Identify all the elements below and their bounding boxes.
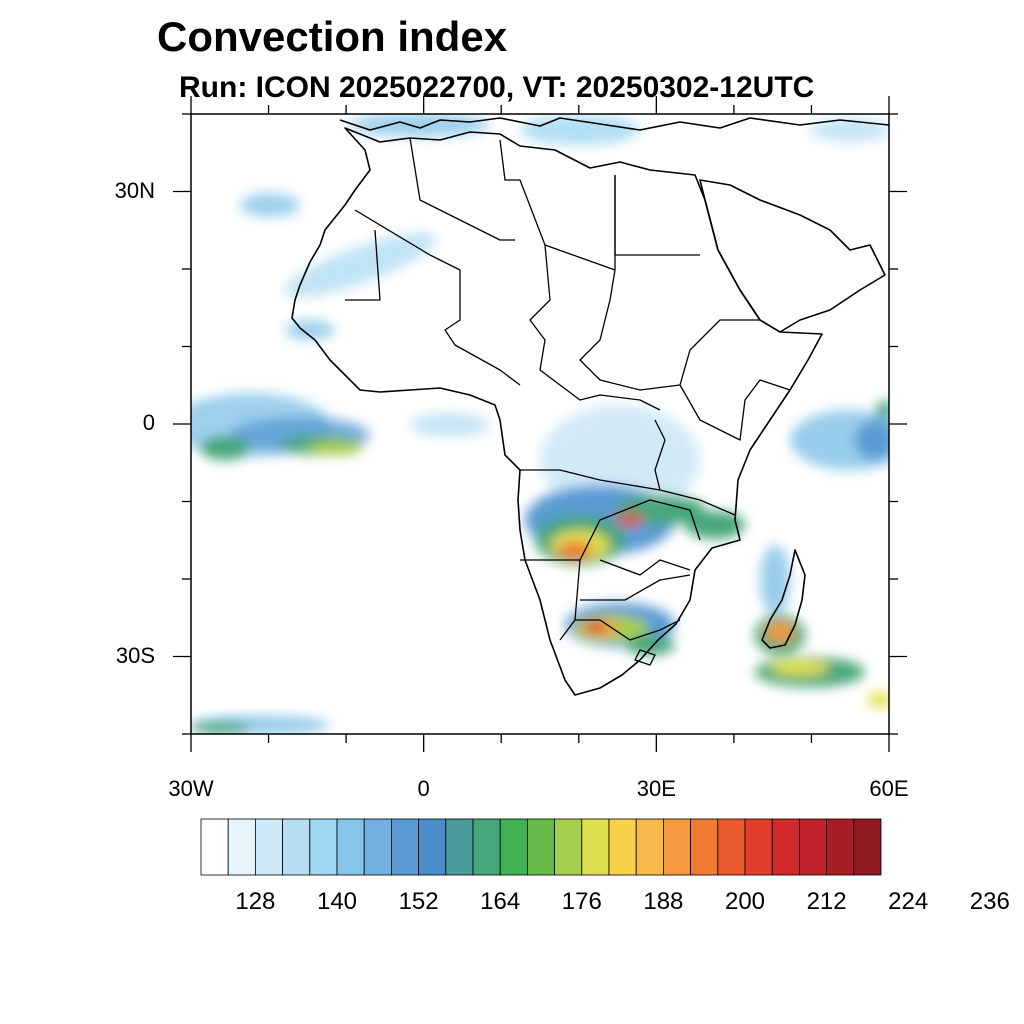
colorbar-label: 212 (806, 888, 847, 915)
colorbar-swatch (363, 818, 392, 876)
colorbar-swatch (499, 818, 528, 876)
convection-mediterranean (350, 114, 889, 145)
convection-indian-ocean (790, 400, 889, 470)
convection-south-atlantic (191, 715, 330, 734)
convection-southern-africa (565, 603, 675, 655)
axis-ticks (173, 96, 907, 752)
convection-central-africa (525, 405, 745, 565)
colorbar-swatch (771, 818, 800, 876)
colorbar-swatch (418, 818, 447, 876)
colorbar-swatch (635, 818, 664, 876)
colorbar-swatch (200, 818, 229, 876)
y-tick-label: 30S (115, 642, 155, 668)
arabian-peninsula (699, 179, 886, 333)
colorbar-swatch (799, 818, 828, 876)
colorbar-swatch (336, 818, 365, 876)
colorbar-swatch (853, 818, 882, 876)
colorbar-swatch (554, 818, 583, 876)
colorbar-swatch (826, 818, 855, 876)
y-tick-label: 30N (114, 177, 155, 203)
colorbar-swatch (390, 818, 419, 876)
colorbar-label: 236 (969, 888, 1010, 915)
convection-equatorial-atlantic (191, 393, 490, 460)
coastlines (291, 117, 889, 696)
convection-madagascar (755, 545, 889, 708)
colorbar-label: 164 (480, 888, 521, 915)
convection-sahara (240, 193, 436, 340)
convection-field (191, 114, 889, 734)
colorbar-swatch (690, 818, 719, 876)
country-borders (345, 137, 791, 666)
colorbar-swatch (227, 818, 256, 876)
colorbar-swatch (608, 818, 637, 876)
colorbar-swatch (662, 818, 691, 876)
colorbar (200, 818, 882, 876)
colorbar-label: 224 (888, 888, 929, 915)
chart-title: Convection index (157, 13, 508, 60)
colorbar-label: 176 (561, 888, 602, 915)
colorbar-label: 140 (316, 888, 358, 915)
colorbar-swatch (581, 818, 610, 876)
colorbar-swatch (472, 818, 501, 876)
colorbar-swatch (445, 818, 474, 876)
colorbar-swatch (526, 818, 555, 876)
x-tick-label: 60E (869, 776, 909, 801)
x-tick-label: 30W (168, 776, 214, 801)
colorbar-label: 200 (724, 888, 766, 915)
colorbar-swatch (282, 818, 311, 876)
colorbar-swatch (309, 818, 338, 876)
europe-coast (339, 117, 889, 131)
colorbar-label: 152 (398, 888, 439, 915)
madagascar (761, 549, 806, 649)
colorbar-swatch (717, 818, 746, 876)
y-tick-label: 0 (142, 410, 155, 435)
africa-coastline (291, 127, 823, 696)
chart-subtitle: Run: ICON 2025022700, VT: 20250302-12UTC (179, 71, 815, 104)
colorbar-label: 188 (643, 888, 684, 915)
x-tick-label: 30E (636, 776, 676, 801)
x-tick-label: 0 (417, 776, 430, 801)
colorbar-swatch (255, 818, 284, 876)
colorbar-label: 128 (235, 888, 276, 915)
colorbar-swatch (744, 818, 773, 876)
